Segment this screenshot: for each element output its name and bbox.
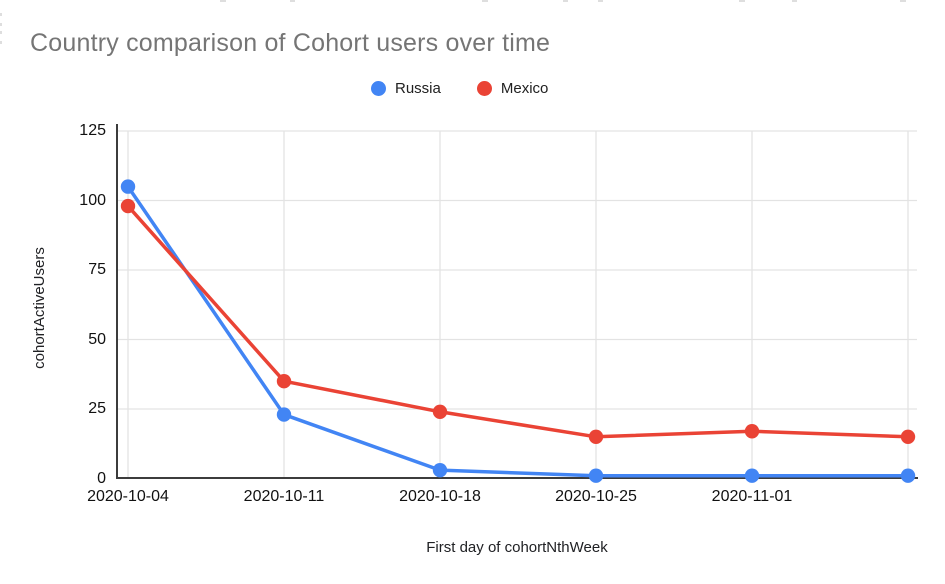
x-tick-label: 2020-10-25 bbox=[555, 488, 637, 505]
y-tick-label: 100 bbox=[79, 191, 106, 209]
point-russia-4[interactable] bbox=[744, 468, 760, 483]
point-mexico-1[interactable] bbox=[276, 374, 292, 389]
point-mexico-4[interactable] bbox=[744, 424, 760, 439]
point-mexico-2[interactable] bbox=[432, 404, 448, 419]
point-russia-0[interactable] bbox=[120, 179, 136, 194]
legend-label-mexico: Mexico bbox=[500, 80, 549, 97]
legend-swatch-mexico-icon bbox=[476, 81, 492, 96]
y-axis-title: cohortActiveUsers bbox=[31, 247, 48, 369]
point-russia-2[interactable] bbox=[432, 462, 448, 478]
legend-item-russia[interactable]: Russia bbox=[371, 80, 441, 97]
y-tick-label: 0 bbox=[97, 469, 106, 487]
series-line-russia bbox=[126, 184, 910, 478]
series-line-mexico bbox=[126, 204, 910, 439]
point-russia-1[interactable] bbox=[276, 407, 292, 422]
legend-item-mexico[interactable]: Mexico bbox=[476, 80, 549, 97]
chart-title: Country comparison of Cohort users over … bbox=[30, 29, 551, 57]
legend-swatch-russia-icon bbox=[371, 81, 386, 96]
x-axis-title: First day of cohortNthWeek bbox=[426, 539, 608, 556]
x-tick-label: 2020-10-04 bbox=[87, 488, 169, 505]
x-tick-label: 2020-10-18 bbox=[399, 488, 481, 505]
x-tick-label: 2020-10-11 bbox=[243, 488, 325, 505]
y-tick-label: 50 bbox=[88, 330, 106, 348]
point-russia-5[interactable] bbox=[900, 468, 916, 483]
y-tick-label: 125 bbox=[79, 122, 106, 139]
point-mexico-0[interactable] bbox=[120, 198, 136, 214]
chart-legend: Russia Mexico bbox=[371, 80, 548, 97]
point-mexico-5[interactable] bbox=[900, 429, 916, 444]
point-russia-3[interactable] bbox=[588, 468, 604, 483]
y-tick-label: 75 bbox=[88, 261, 106, 278]
legend-label-russia: Russia bbox=[395, 80, 441, 97]
y-tick-label: 25 bbox=[88, 400, 106, 417]
point-mexico-3[interactable] bbox=[588, 429, 604, 444]
x-tick-label: 2020-11-01 bbox=[711, 488, 793, 505]
